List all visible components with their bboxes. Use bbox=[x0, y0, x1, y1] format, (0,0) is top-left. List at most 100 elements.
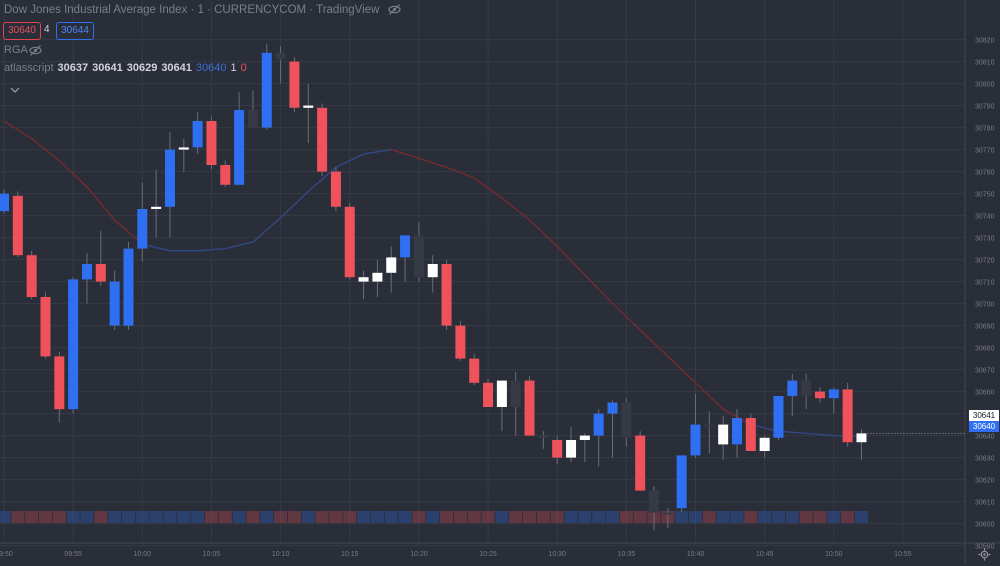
sell-button[interactable]: 30640 bbox=[3, 22, 41, 40]
bottom-band-cell bbox=[854, 511, 868, 523]
y-tick-label: 30820 bbox=[975, 38, 995, 45]
candle-body bbox=[386, 257, 397, 273]
gear-icon[interactable] bbox=[978, 548, 991, 566]
candle-body bbox=[123, 248, 134, 326]
candle-body bbox=[358, 277, 369, 282]
y-tick-label: 30810 bbox=[975, 60, 995, 67]
bottom-band-cell bbox=[218, 511, 232, 523]
y-tick-label: 30700 bbox=[975, 302, 995, 309]
y-tick-label: 30800 bbox=[975, 82, 995, 89]
indicator-w-value: 1 bbox=[230, 62, 237, 74]
candle-body bbox=[427, 264, 438, 278]
candle-body bbox=[40, 297, 51, 357]
chevron-down-icon[interactable] bbox=[10, 81, 20, 99]
candle-body bbox=[247, 110, 258, 128]
bottom-band-cell bbox=[274, 511, 288, 523]
y-tick-label: 30710 bbox=[975, 280, 995, 287]
bottom-band-cell bbox=[357, 511, 371, 523]
indicator-high: 30641 bbox=[92, 62, 123, 74]
y-tick-label: 30750 bbox=[975, 192, 995, 199]
bottom-band-cell bbox=[467, 511, 481, 523]
bottom-band-cell bbox=[121, 511, 135, 523]
bottom-band-cell bbox=[453, 511, 467, 523]
candle-body bbox=[649, 490, 660, 513]
x-tick-label: 10:20 bbox=[410, 551, 428, 558]
indicator-close: 30641 bbox=[161, 62, 192, 74]
bottom-band-cell bbox=[11, 511, 25, 523]
bottom-band-cell bbox=[66, 511, 80, 523]
chart-title: Dow Jones Industrial Average Index · 1 ·… bbox=[4, 4, 380, 16]
candle-body bbox=[317, 107, 328, 172]
bottom-band-cell bbox=[52, 511, 66, 523]
candle-body bbox=[662, 512, 673, 515]
bottom-band-cell bbox=[163, 511, 177, 523]
candle-body bbox=[206, 121, 217, 165]
candle-body bbox=[400, 235, 411, 258]
candle-body bbox=[303, 105, 314, 108]
bottom-band-cell bbox=[716, 511, 730, 523]
bottom-band-cell bbox=[702, 511, 716, 523]
bottom-band-cell bbox=[744, 511, 758, 523]
y-tick-label: 30610 bbox=[975, 500, 995, 507]
bottom-band-cell bbox=[495, 511, 509, 523]
y-tick-label: 30720 bbox=[975, 258, 995, 265]
y-tick-label: 30620 bbox=[975, 478, 995, 485]
indicator-atlasscript-label: atlasscript bbox=[4, 62, 54, 74]
bottom-band-cell bbox=[232, 511, 246, 523]
candle-body bbox=[552, 440, 563, 458]
eye-off-icon[interactable] bbox=[29, 44, 42, 62]
bottom-band-cell bbox=[80, 511, 94, 523]
candle-body bbox=[607, 402, 618, 414]
candle-body bbox=[704, 424, 715, 427]
x-tick-label: 10:55 bbox=[894, 551, 912, 558]
bottom-band-cell bbox=[260, 511, 274, 523]
x-tick-label: 10:15 bbox=[341, 551, 359, 558]
bottom-band-cell bbox=[730, 511, 744, 523]
x-tick-label: 10:40 bbox=[687, 551, 705, 558]
spread-value: 4 bbox=[44, 24, 50, 35]
buy-button[interactable]: 30644 bbox=[56, 22, 94, 40]
candle-body bbox=[330, 171, 341, 207]
candle-body bbox=[524, 380, 535, 436]
candle-body bbox=[801, 380, 812, 396]
ask-price-tag: 30640 bbox=[969, 421, 999, 432]
candle-body bbox=[538, 435, 549, 438]
bottom-band-cell bbox=[675, 511, 689, 523]
candle-body bbox=[234, 110, 245, 185]
bottom-band-cell bbox=[384, 511, 398, 523]
candle-body bbox=[344, 206, 355, 278]
y-tick-label: 30660 bbox=[975, 390, 995, 397]
bottom-band-cell bbox=[287, 511, 301, 523]
candle-body bbox=[718, 424, 729, 445]
bottom-band-cell bbox=[578, 511, 592, 523]
bottom-band-cell bbox=[523, 511, 537, 523]
bottom-band-cell bbox=[315, 511, 329, 523]
candle-body bbox=[566, 440, 577, 458]
bottom-band-cell bbox=[108, 511, 122, 523]
y-tick-label: 30780 bbox=[975, 126, 995, 133]
bottom-band-cell bbox=[94, 511, 108, 523]
indicator-rga[interactable]: RGA bbox=[4, 44, 28, 56]
candle-body bbox=[635, 435, 646, 491]
y-tick-label: 30670 bbox=[975, 368, 995, 375]
candle-body bbox=[510, 380, 521, 407]
candle-body bbox=[828, 389, 839, 399]
bottom-band-cell bbox=[191, 511, 205, 523]
candle-body bbox=[593, 413, 604, 436]
candle-body bbox=[137, 209, 148, 249]
indicator-atlasscript[interactable]: atlasscript 30637 30641 30629 30641 30640 1 0 bbox=[4, 62, 247, 74]
bottom-band-cell bbox=[592, 511, 606, 523]
bottom-band-cell bbox=[536, 511, 550, 523]
candle-body bbox=[441, 264, 452, 326]
y-tick-label: 30680 bbox=[975, 346, 995, 353]
bottom-band-cell bbox=[481, 511, 495, 523]
y-tick-label: 30740 bbox=[975, 214, 995, 221]
indicator-open: 30637 bbox=[57, 62, 89, 74]
eye-off-icon[interactable] bbox=[388, 3, 401, 21]
candle-body bbox=[109, 281, 120, 326]
candle-body bbox=[759, 437, 770, 451]
bottom-band-cell bbox=[38, 511, 52, 523]
indicator-blue-value: 30640 bbox=[195, 62, 227, 74]
bottom-band-cell bbox=[619, 511, 633, 523]
